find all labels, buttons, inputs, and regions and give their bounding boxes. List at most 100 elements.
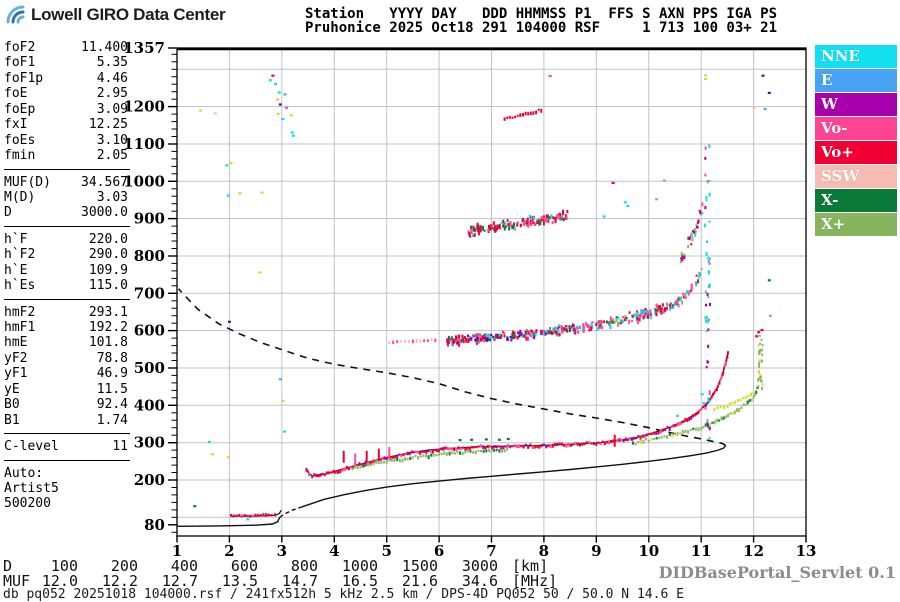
param-value: 290.0 [88, 247, 128, 263]
series-misc-specks [193, 109, 706, 521]
legend-item-NNE: NNE [815, 45, 897, 68]
row-unit: [km] [512, 557, 549, 575]
parameter-panel: foF2 11.400 foF1 5.35 foF1p 4.46 foE 2.95 foEp 3.… [4, 40, 130, 512]
param-row: yF2 78.8 [4, 351, 128, 366]
param-value: 11 [112, 439, 128, 455]
row-value: 3000 [461, 557, 498, 575]
muf-row: MUF 12.0 12.2 12.7 13.5 14.7 16.5 21.6 34.6 [MHz] [0, 572, 560, 590]
series-bottomside-profile [301, 445, 727, 508]
param-value: 11.400 [81, 40, 128, 55]
param-label: h`E [4, 262, 28, 278]
param-row: fmin 2.05 [4, 148, 128, 163]
row-value: 1000 [341, 557, 378, 575]
series-spread-column [703, 144, 711, 440]
param-value: 78.8 [96, 350, 128, 366]
param-value: 3.10 [96, 132, 128, 148]
param-value: 1.74 [96, 412, 128, 428]
param-label: foEs [4, 132, 36, 148]
series-x-trace-low [351, 447, 509, 471]
param-value: 293.1 [88, 304, 128, 320]
param-value: 3.09 [96, 101, 128, 117]
x-tick-label: 11 [691, 542, 712, 560]
series-x-upper-specks [458, 437, 510, 442]
param-label: B1 [4, 412, 20, 428]
param-row: Artist5 [4, 481, 128, 496]
x-tick-label: 4 [329, 542, 339, 560]
row-value: 600 [230, 557, 258, 575]
y-tick-label: 600 [134, 322, 165, 340]
param-row: hmF2 293.1 [4, 305, 128, 320]
param-label: hmF1 [4, 320, 36, 335]
panel-divider [4, 459, 130, 461]
param-row: yF1 46.9 [4, 366, 128, 381]
legend-item-SSW: SSW [815, 165, 897, 188]
row-unit: [MHz] [512, 572, 558, 590]
y-tick-label: 1000 [123, 172, 165, 190]
y-tick-label: 500 [134, 359, 165, 377]
param-row: h`F 220.0 [4, 232, 128, 247]
param-row: 500200 [4, 496, 128, 511]
series-x-rise-top [755, 328, 764, 338]
grid [177, 48, 806, 536]
y-tick-label: 1200 [123, 98, 165, 116]
param-value: 11.5 [96, 381, 128, 397]
param-label: B0 [4, 397, 20, 413]
x-tick-label: 3 [277, 542, 287, 560]
axis-ticks [168, 47, 807, 543]
y-tick-label: 200 [134, 471, 165, 489]
param-row: h`E 109.9 [4, 263, 128, 278]
param-row: B0 92.4 [4, 397, 128, 412]
param-value: 3.03 [96, 189, 128, 205]
y-tick-label: 1357 [123, 39, 165, 57]
legend-item-X-: X- [815, 189, 897, 212]
param-label: h`F2 [4, 247, 36, 263]
series-second-hop-cluster [467, 209, 569, 238]
param-label: foF2 [4, 40, 36, 55]
series-upper-right-specks [548, 74, 772, 317]
x-tick-label: 8 [539, 542, 549, 560]
param-row: M(D) 3.03 [4, 190, 128, 205]
param-row: fxI 12.25 [4, 117, 128, 132]
param-row: hmE 101.8 [4, 335, 128, 350]
param-label: Auto: [4, 465, 44, 481]
y-tick-label: 900 [134, 210, 165, 228]
logo: Lowell GIRO Data Center [6, 5, 226, 25]
station-header-values: Pruhonice 2025 Oct18 291 104000 RSF 1 71… [305, 20, 778, 36]
y-tick-label: 700 [134, 284, 165, 302]
legend-item-Vo+: Vo+ [815, 141, 897, 164]
param-label: C-level [4, 439, 59, 455]
x-tick-label: 13 [796, 542, 817, 560]
series-f-trace-spread [342, 434, 616, 466]
x-tick-label: 10 [638, 542, 659, 560]
row-value: 1500 [401, 557, 438, 575]
x-tick-label: 9 [591, 542, 601, 560]
param-value: 34.567 [81, 174, 128, 190]
param-value: 101.8 [88, 335, 128, 351]
param-row: C-level 11 [4, 439, 128, 454]
series-second-order-rise [595, 267, 703, 331]
param-label: fxI [4, 117, 28, 133]
series-baseline-profile [176, 517, 281, 527]
y-tick-label: 400 [134, 396, 165, 414]
servlet-version: DIDBasePortal_Servlet 0.1 [658, 563, 896, 582]
giro-logo-icon [6, 5, 25, 24]
param-row: yE 11.5 [4, 382, 128, 397]
param-row: foF2 11.400 [4, 40, 128, 55]
param-label: yE [4, 381, 20, 397]
x-tick-label: 5 [381, 542, 391, 560]
y-tick-label: 800 [134, 247, 165, 265]
param-label: Artist5 [4, 480, 59, 496]
param-label: h`F [4, 231, 28, 247]
param-value: 115.0 [88, 278, 128, 294]
row-value: 100 [50, 557, 78, 575]
x-tick-label: 12 [743, 542, 764, 560]
series-yellow-mid [713, 391, 755, 412]
series-topside-profile [177, 288, 727, 447]
series-second-order-sparse [388, 338, 437, 344]
y-tick-label: 80 [144, 516, 165, 534]
param-value: 92.4 [96, 397, 128, 413]
param-row: D 3000.0 [4, 205, 128, 220]
panel-divider [4, 298, 130, 300]
param-value: 46.9 [96, 366, 128, 382]
series-x-trace-high [632, 386, 759, 446]
